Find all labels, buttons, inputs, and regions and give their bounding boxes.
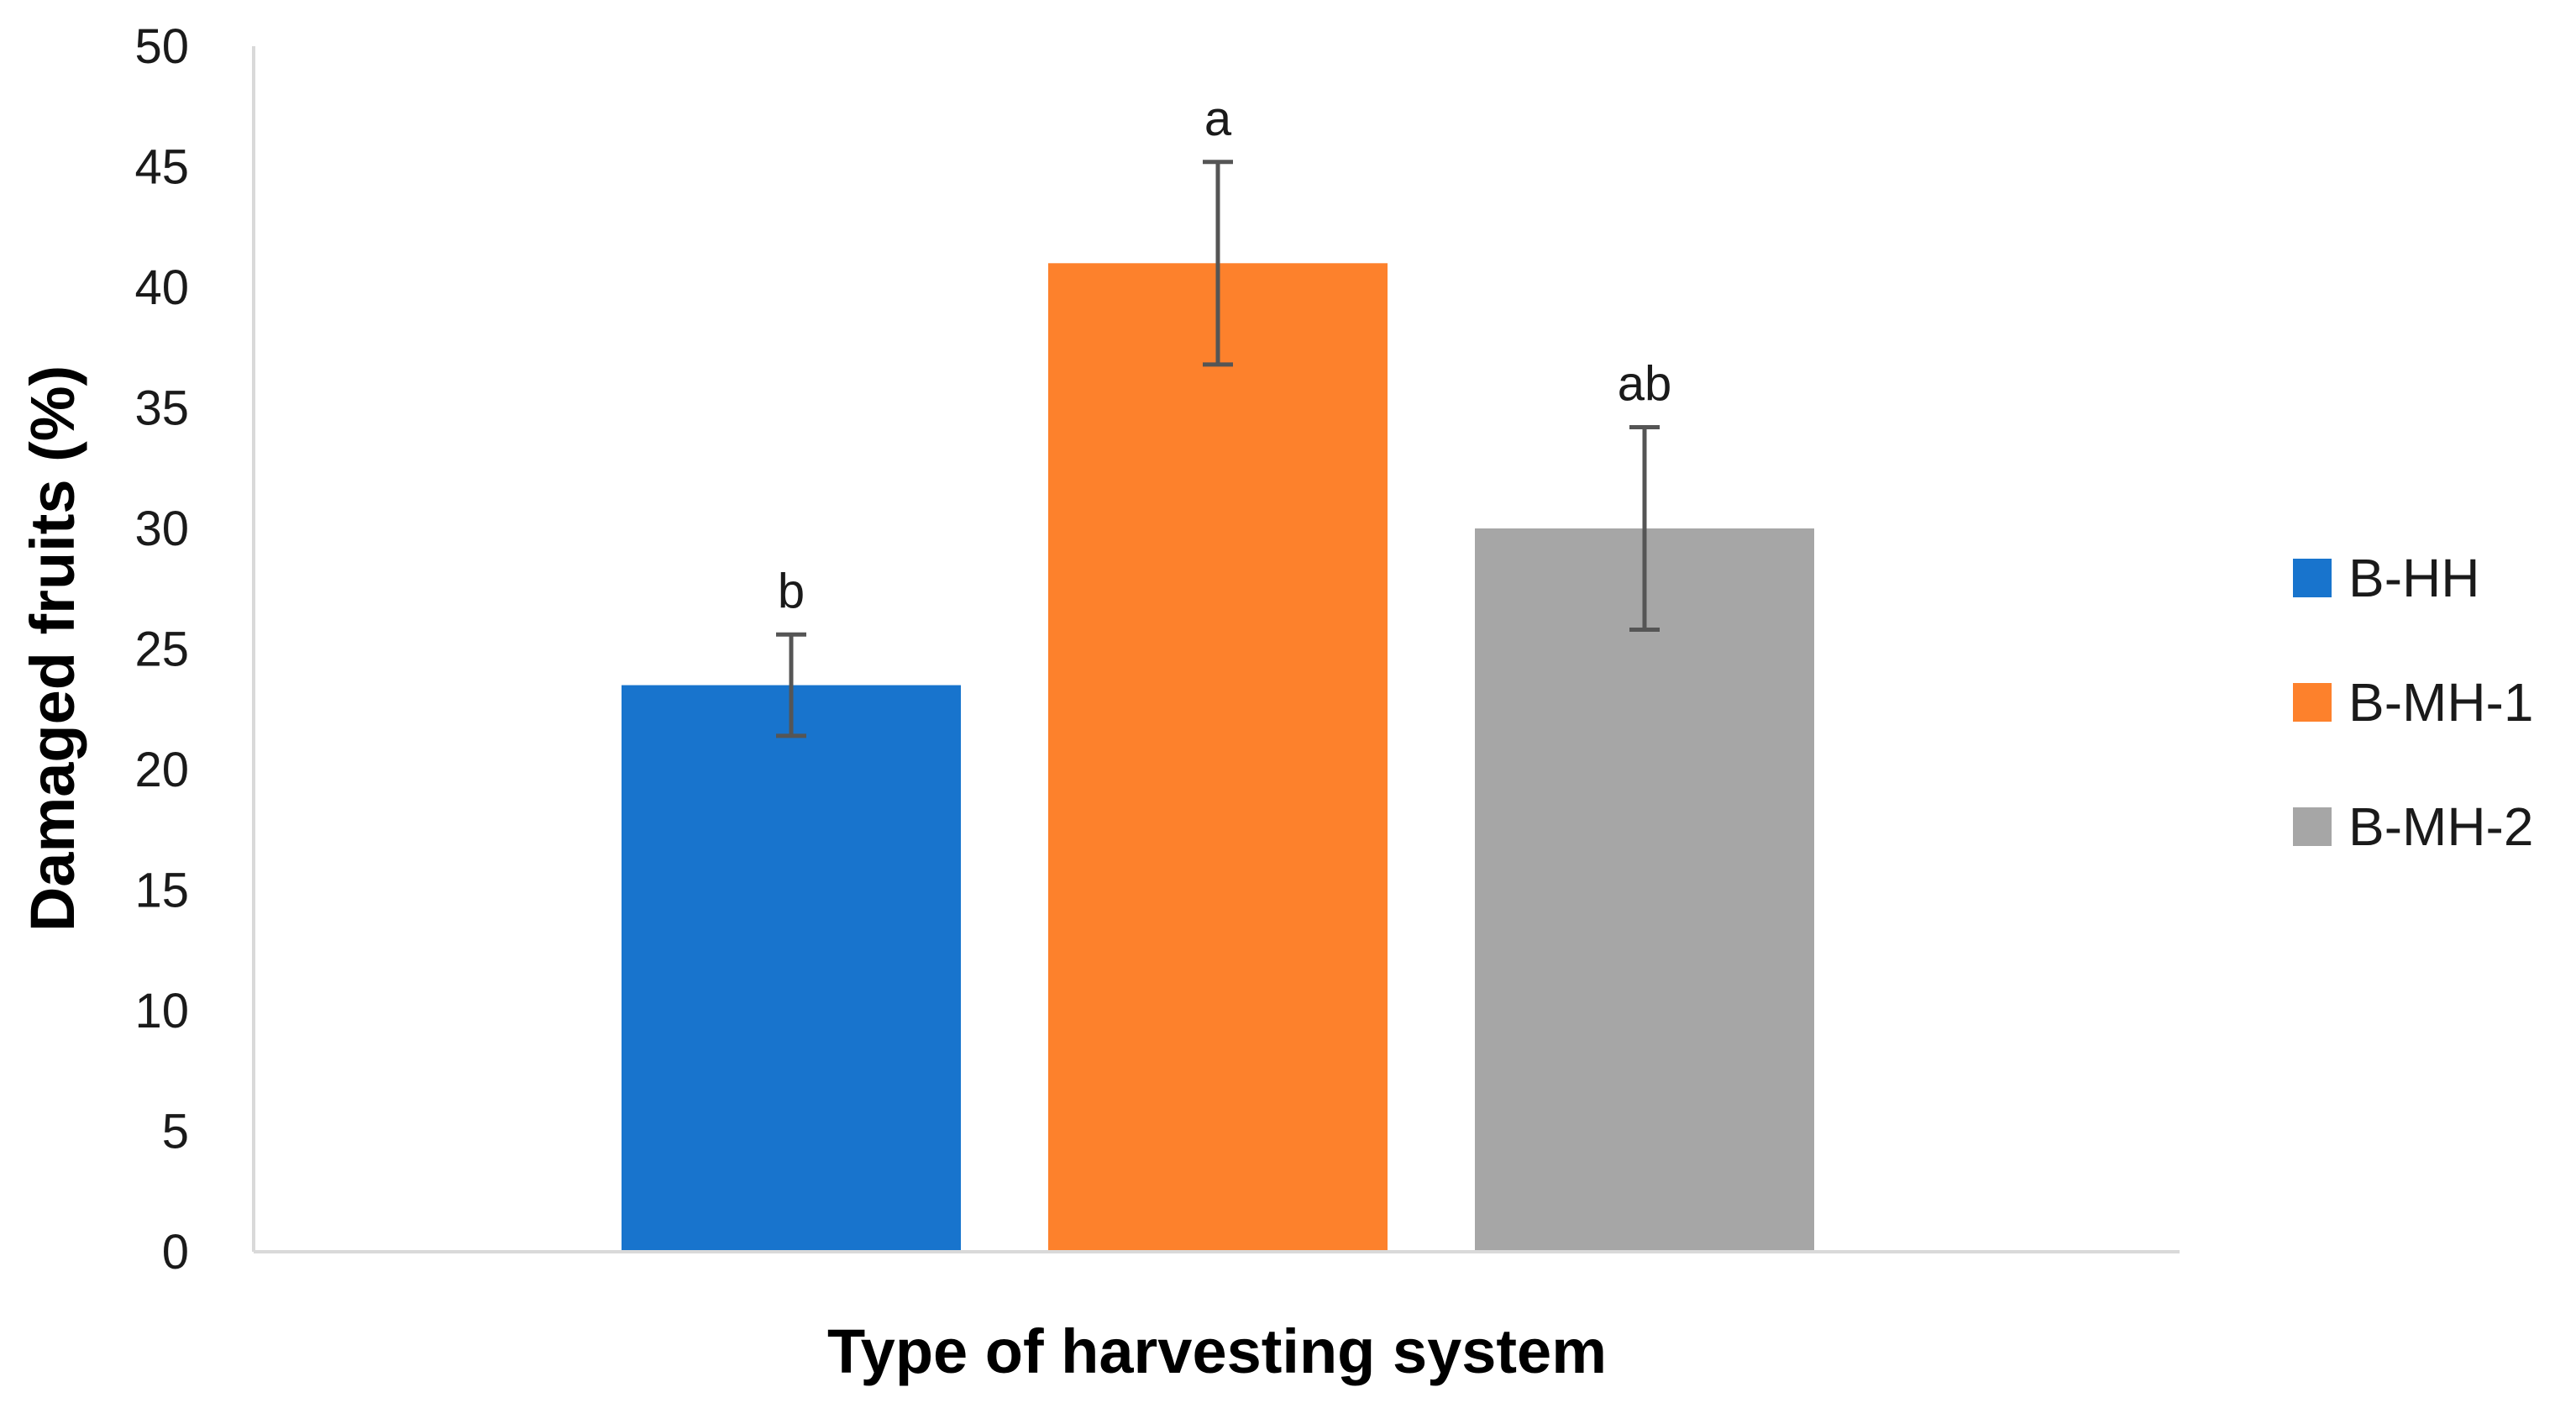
y-tick-label: 25 <box>134 623 189 677</box>
significance-label-b-hh: b <box>778 564 805 618</box>
y-axis-title: Damaged fruits (%) <box>18 365 87 932</box>
y-tick-label: 15 <box>134 864 189 918</box>
y-tick-label: 35 <box>134 381 189 436</box>
y-tick-label: 0 <box>162 1225 189 1280</box>
y-tick-label: 45 <box>134 140 189 195</box>
error-bar-b-mh-2 <box>1629 424 1660 633</box>
y-axis-ticks: 0 5 10 15 20 25 30 35 40 45 50 <box>134 19 189 1280</box>
bar-b-mh-1 <box>1048 263 1388 1252</box>
y-tick-label: 10 <box>134 984 189 1038</box>
bar-b-mh-2 <box>1475 528 1814 1252</box>
legend-swatch <box>2293 807 2332 846</box>
error-bars-group <box>776 160 1660 738</box>
legend-item-b-hh: B-HH <box>2293 548 2479 608</box>
error-bar-b-hh <box>776 632 806 738</box>
significance-label-b-mh-2: ab <box>1618 356 1672 411</box>
significance-labels-group: b a ab <box>778 92 1671 619</box>
y-tick-label: 30 <box>134 502 189 556</box>
legend-item-b-mh-2: B-MH-2 <box>2293 796 2533 857</box>
legend-label: B-MH-2 <box>2348 796 2533 857</box>
x-axis-title: Type of harvesting system <box>827 1316 1607 1386</box>
legend-item-b-mh-1: B-MH-1 <box>2293 672 2533 733</box>
bar-b-hh <box>622 685 961 1252</box>
y-tick-label: 40 <box>134 260 189 315</box>
y-tick-label: 20 <box>134 743 189 797</box>
legend: B-HH B-MH-1 B-MH-2 <box>2293 548 2533 857</box>
bars-group <box>622 263 1814 1252</box>
legend-swatch <box>2293 683 2332 722</box>
y-tick-label: 5 <box>162 1105 189 1159</box>
legend-label: B-HH <box>2348 548 2479 608</box>
y-tick-label: 50 <box>134 19 189 74</box>
legend-swatch <box>2293 559 2332 597</box>
error-bar-b-mh-1 <box>1203 160 1233 367</box>
legend-label: B-MH-1 <box>2348 672 2533 733</box>
significance-label-b-mh-1: a <box>1204 92 1232 146</box>
